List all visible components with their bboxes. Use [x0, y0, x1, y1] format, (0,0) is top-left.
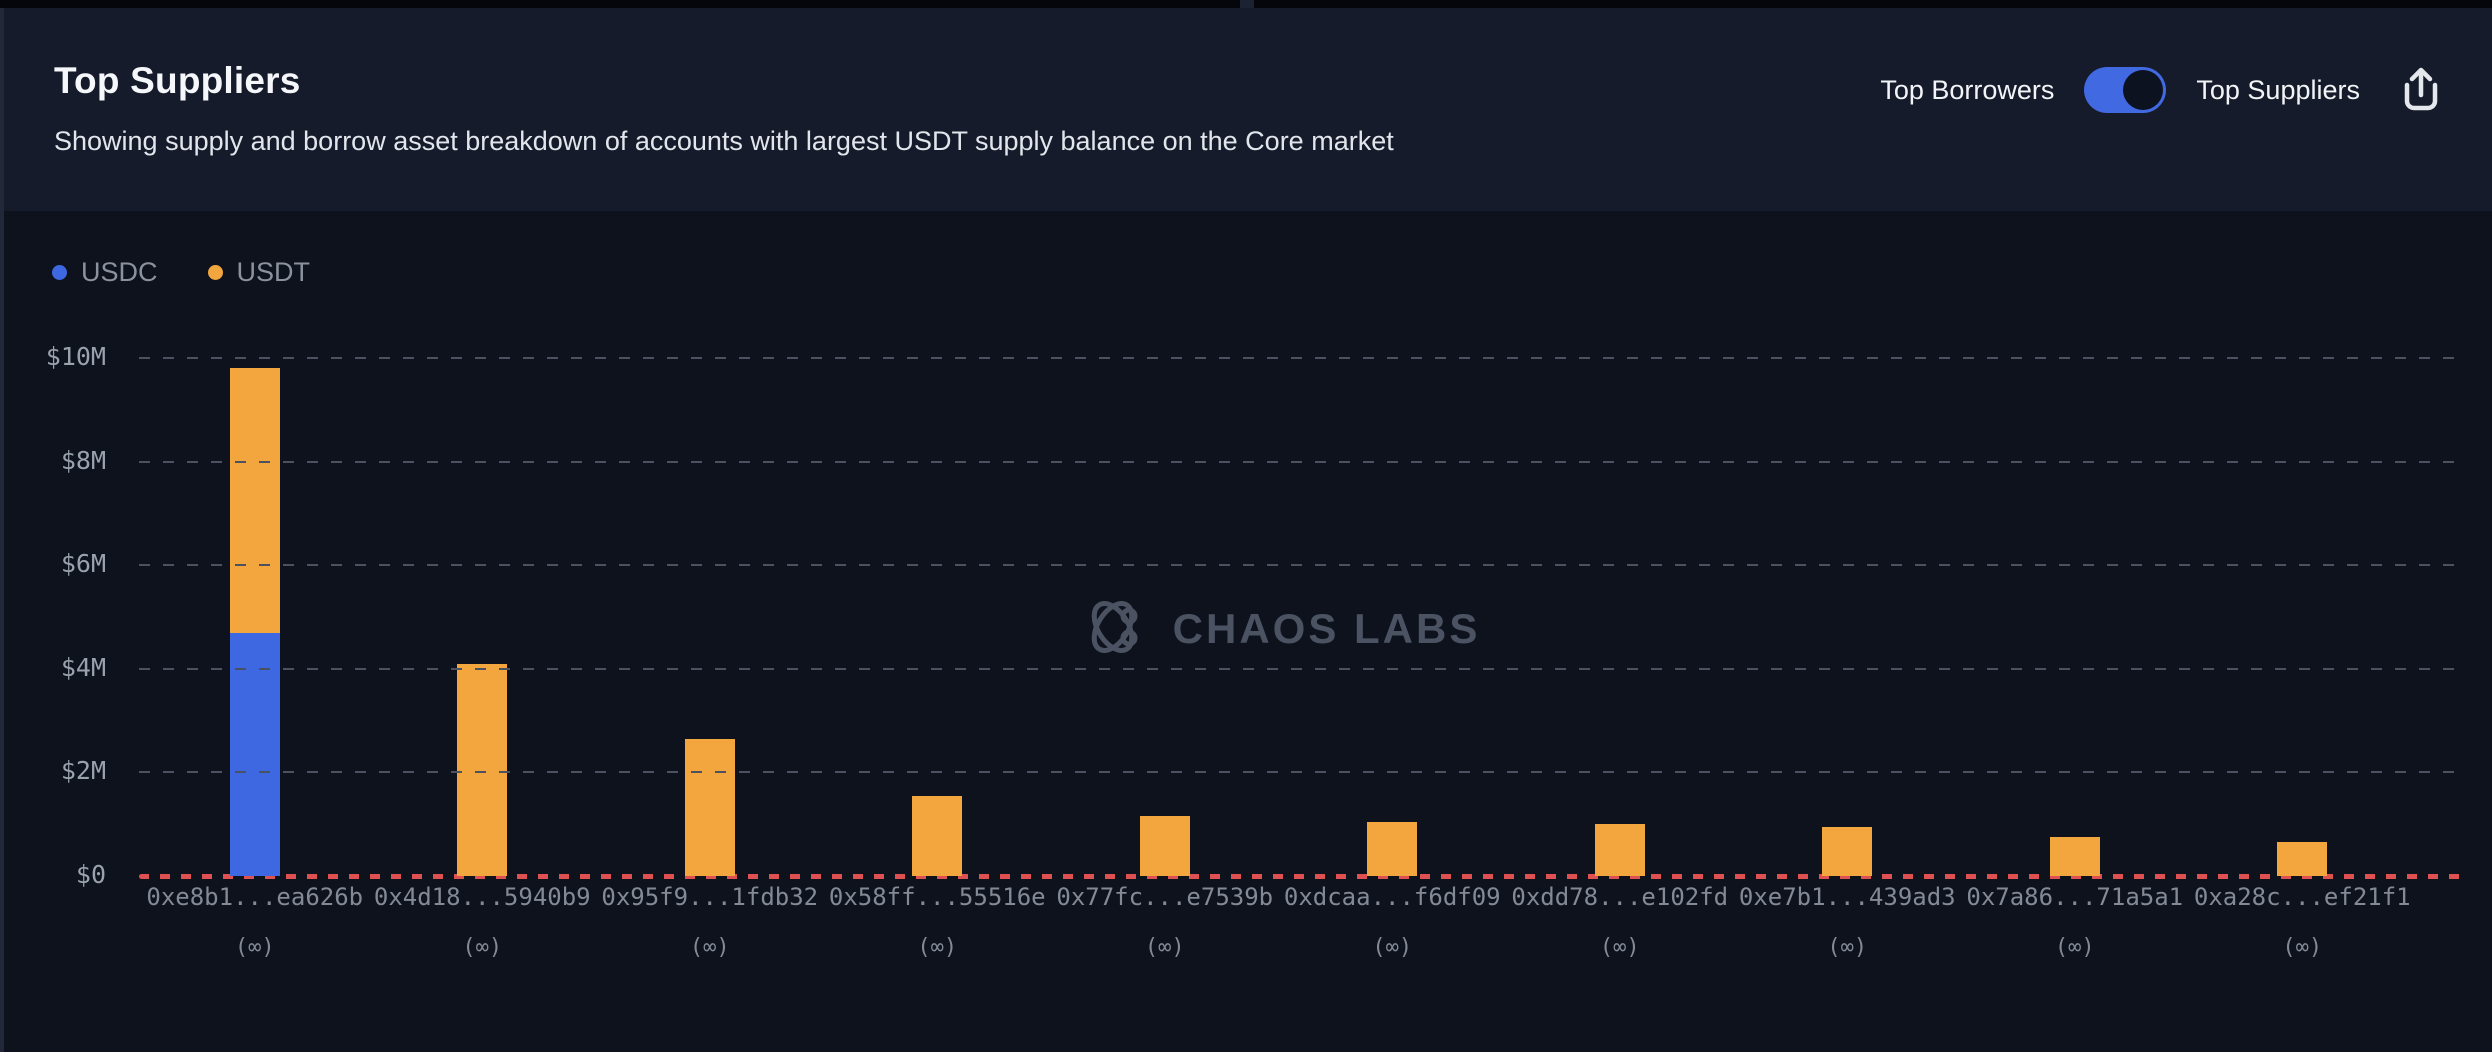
- x-axis-health-label: (∞): [917, 935, 958, 960]
- gridline: [139, 667, 2462, 670]
- x-axis-category: 0x58ff...55516e (∞): [824, 883, 1052, 960]
- share-button[interactable]: [2398, 66, 2444, 114]
- y-axis-tick-label: $8M: [60, 445, 106, 475]
- page-subtitle: Showing supply and borrow asset breakdow…: [54, 126, 1394, 156]
- bar-slot: [1734, 211, 1962, 876]
- bar-segment-usdt: [912, 795, 963, 876]
- gridline: [139, 564, 2462, 567]
- x-axis-health-label: (∞): [1599, 935, 1640, 960]
- bar-0xdcaa...f6df09[interactable]: [1367, 821, 1418, 876]
- bar-0xe7b1...439ad3[interactable]: [1822, 826, 1873, 876]
- x-axis-address-label: 0xa28c...ef21f1: [2193, 883, 2411, 911]
- x-axis-health-label: (∞): [234, 935, 275, 960]
- x-axis-health-label: (∞): [689, 935, 730, 960]
- bars-container: [141, 211, 2416, 876]
- x-axis-address-label: 0xe8b1...ea626b: [146, 883, 364, 911]
- chart-section: USDC USDT CHAOS LABS 0xe8b1...ea626b (∞) 0x…: [4, 211, 2492, 1052]
- bar-0x77fc...e7539b[interactable]: [1139, 816, 1190, 876]
- legend-item-usdt[interactable]: USDT: [207, 257, 311, 288]
- y-axis-tick-label: $6M: [60, 549, 106, 579]
- legend-label: USDC: [81, 257, 158, 287]
- x-axis-category: 0x4d18...5940b9 (∞): [369, 883, 597, 960]
- bar-0x95f9...1fdb32[interactable]: [684, 738, 735, 876]
- x-axis-health-label: (∞): [1827, 935, 1868, 960]
- x-axis-health-label: (∞): [462, 935, 503, 960]
- window-top-notch: [1240, 0, 1254, 8]
- gridline: [139, 771, 2462, 774]
- toggle-label-top-suppliers[interactable]: Top Suppliers: [2196, 74, 2360, 105]
- bar-segment-usdt: [1822, 826, 1873, 876]
- gridline: [139, 357, 2462, 359]
- gridline: [139, 460, 2462, 463]
- x-axis-health-label: (∞): [2282, 935, 2323, 960]
- x-axis-address-label: 0xe7b1...439ad3: [1738, 883, 1956, 911]
- header-controls: Top Borrowers Top Suppliers: [1880, 66, 2444, 114]
- bar-segment-usdt: [457, 663, 508, 876]
- page-title: Top Suppliers: [54, 60, 301, 101]
- x-axis-category: 0xdcaa...f6df09 (∞): [1279, 883, 1507, 960]
- y-axis-tick-label: $4M: [60, 652, 106, 682]
- x-axis-health-label: (∞): [1372, 935, 1413, 960]
- bar-segment-usdt: [1594, 824, 1645, 876]
- x-axis-address-label: 0x4d18...5940b9: [373, 883, 591, 911]
- x-axis-category: 0xdd78...e102fd (∞): [1506, 883, 1734, 960]
- bar-0x7a86...71a5a1[interactable]: [2049, 837, 2100, 876]
- bar-slot: [824, 211, 1052, 876]
- bar-0xe8b1...ea626b[interactable]: [229, 368, 280, 876]
- y-axis-tick-label: $10M: [45, 342, 106, 371]
- bar-0xdd78...e102fd[interactable]: [1594, 824, 1645, 876]
- legend-dot-icon: [207, 265, 223, 280]
- x-axis-address-label: 0x95f9...1fdb32: [601, 883, 819, 911]
- bar-slot: [1506, 211, 1734, 876]
- legend-item-usdc[interactable]: USDC: [52, 257, 158, 288]
- bar-slot: [596, 211, 824, 876]
- bar-slot: [1279, 211, 1507, 876]
- x-axis-address-label: 0xdcaa...f6df09: [1283, 883, 1501, 911]
- toggle-label-top-borrowers[interactable]: Top Borrowers: [1880, 74, 2055, 105]
- legend-dot-icon: [52, 265, 67, 280]
- bar-0xa28c...ef21f1[interactable]: [2277, 842, 2328, 876]
- bar-segment-usdt: [1139, 816, 1190, 876]
- x-axis-category: 0xe8b1...ea626b (∞): [141, 883, 369, 960]
- borrowers-suppliers-toggle[interactable]: [2084, 67, 2167, 113]
- x-axis-health-label: (∞): [2054, 935, 2095, 960]
- x-axis-labels: 0xe8b1...ea626b (∞) 0x4d18...5940b9 (∞) 0x95…: [141, 883, 2416, 960]
- bar-slot: [1051, 211, 1279, 876]
- share-icon: [2399, 65, 2443, 116]
- x-axis-address-label: 0x77fc...e7539b: [1056, 883, 1274, 911]
- x-axis-health-label: (∞): [1144, 935, 1185, 960]
- top-suppliers-card: Top Suppliers Showing supply and borrow …: [0, 8, 2492, 1052]
- bar-slot: [1961, 211, 2189, 876]
- bar-segment-usdt: [2277, 842, 2328, 876]
- bar-segment-usdt: [1367, 821, 1418, 876]
- x-axis-address-label: 0xdd78...e102fd: [1511, 883, 1729, 911]
- chart-legend: USDC USDT: [52, 257, 310, 288]
- y-axis-tick-label: $0: [75, 860, 106, 889]
- bar-slot: [369, 211, 597, 876]
- card-header: Top Suppliers Showing supply and borrow …: [4, 8, 2492, 211]
- legend-label: USDT: [236, 257, 311, 287]
- window-top-edge: [0, 0, 2492, 8]
- bar-slot: [141, 211, 369, 876]
- x-axis-address-label: 0x58ff...55516e: [828, 883, 1046, 911]
- x-axis-category: 0x7a86...71a5a1 (∞): [1961, 883, 2189, 960]
- x-axis-address-label: 0x7a86...71a5a1: [1966, 883, 2184, 911]
- zero-axis-line: [139, 874, 2462, 879]
- bar-segment-usdt: [2049, 837, 2100, 876]
- bar-slot: [2189, 211, 2417, 876]
- x-axis-category: 0xa28c...ef21f1 (∞): [2189, 883, 2417, 960]
- x-axis-category: 0x95f9...1fdb32 (∞): [596, 883, 824, 960]
- x-axis-category: 0xe7b1...439ad3 (∞): [1734, 883, 1962, 960]
- bar-0x58ff...55516e[interactable]: [912, 795, 963, 876]
- bar-0x4d18...5940b9[interactable]: [457, 663, 508, 876]
- x-axis-category: 0x77fc...e7539b (∞): [1051, 883, 1279, 960]
- bar-chart-plot: CHAOS LABS 0xe8b1...ea626b (∞) 0x4d18...59…: [4, 211, 2492, 1052]
- bar-segment-usdt: [229, 368, 280, 633]
- y-axis-tick-label: $2M: [60, 756, 106, 786]
- toggle-knob: [2123, 70, 2164, 110]
- bar-segment-usdc: [229, 632, 280, 876]
- bar-segment-usdt: [684, 738, 735, 876]
